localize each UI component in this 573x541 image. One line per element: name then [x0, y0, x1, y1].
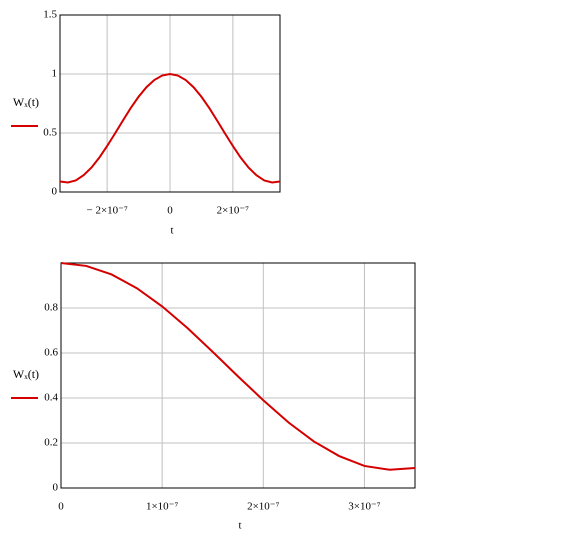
x-tick-label: 2×10⁻⁷ — [217, 205, 250, 217]
curve — [59, 72, 281, 184]
y-tick-label: 0 — [53, 482, 59, 494]
y-tick-label: 0.4 — [44, 392, 58, 404]
y-tick-label: 0 — [52, 186, 58, 198]
curve — [60, 262, 416, 471]
y-tick-label: 0.5 — [43, 127, 57, 139]
y-axis-label: Wₓ(t) — [13, 367, 39, 381]
y-tick-label: 0.2 — [44, 437, 58, 449]
x-axis-label: t — [238, 520, 241, 532]
plot-frame — [60, 262, 416, 489]
x-tick-label: 0 — [58, 501, 64, 513]
x-tick-label: − 2×10⁻⁷ — [86, 205, 127, 217]
x-tick-label: 1×10⁻⁷ — [146, 501, 179, 513]
y-tick-label: 0.6 — [44, 347, 58, 359]
y-axis-label: Wₓ(t) — [13, 95, 39, 109]
x-tick-label: 3×10⁻⁷ — [348, 501, 381, 513]
y-tick-label: 0.8 — [44, 302, 58, 314]
y-tick-label: 1.5 — [43, 9, 57, 21]
y-tick-label: 1 — [52, 68, 58, 80]
plot-frame — [59, 14, 281, 193]
x-tick-label: 0 — [167, 205, 173, 217]
x-axis-label: t — [170, 225, 173, 237]
x-tick-label: 2×10⁻⁷ — [247, 501, 280, 513]
